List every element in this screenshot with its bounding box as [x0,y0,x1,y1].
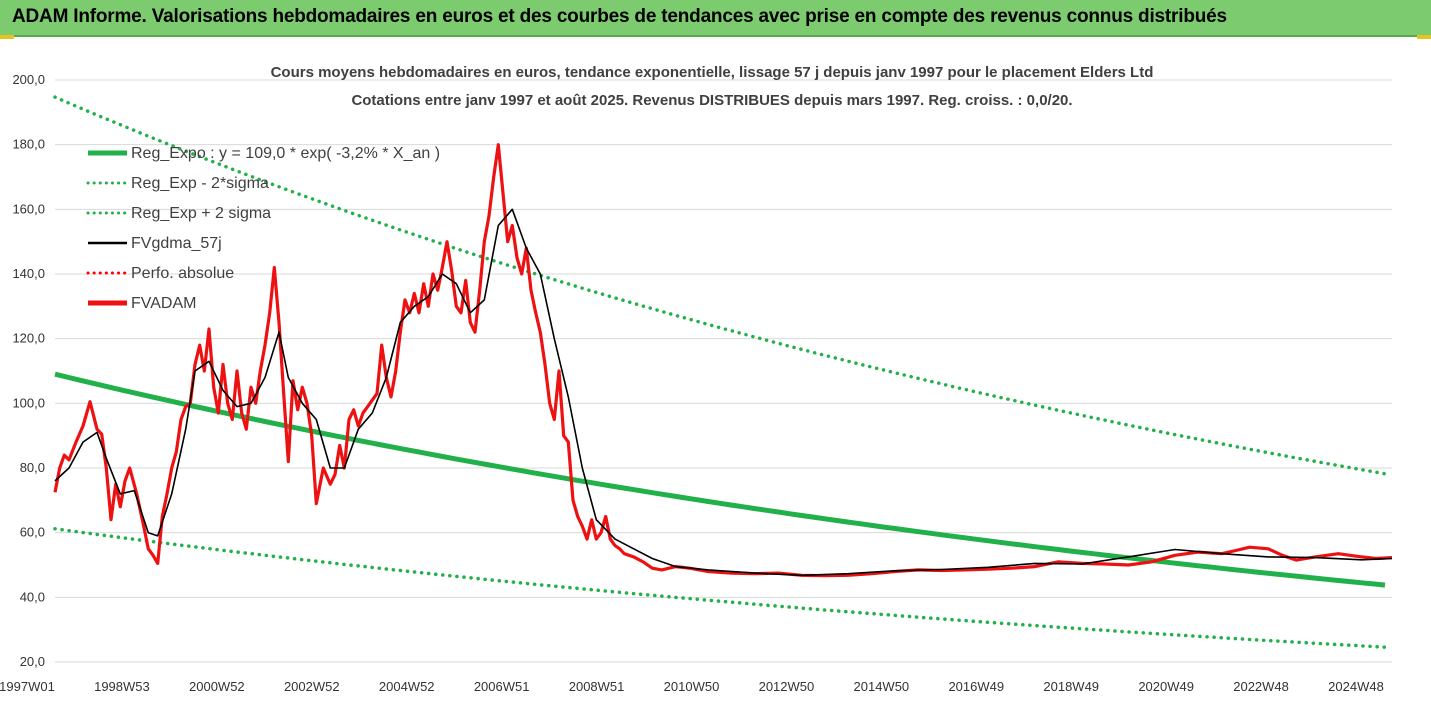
x-tick-label: 2004W52 [379,679,435,694]
x-tick-label: 2002W52 [284,679,340,694]
series-layer [53,95,1393,649]
banner-corner-left [0,35,14,39]
y-tick-label: 40,0 [20,589,45,604]
report-banner: ADAM Informe. Valorisations hebdomadaire… [0,0,1431,37]
legend-label-reg_expo: Reg_Expo : y = 109,0 * exp( -3,2% * X_an… [131,145,440,162]
legend-label-fvgdma: FVgdma_57j [131,235,222,252]
y-tick-label: 100,0 [12,395,45,410]
y-tick-label: 180,0 [12,137,45,152]
x-tick-label: 2016W49 [948,679,1004,694]
gridlines [55,79,1392,663]
x-tick-label: 2020W49 [1138,679,1194,694]
legend-label-perfo: Perfo. absolue [131,265,234,282]
reg-expo-line [54,371,1386,588]
x-axis: 1997W01 1998W53 2000W52 2002W52 2004W52 2006W… [0,679,1384,694]
legend-label-fvadam: FVADAM [131,295,196,312]
x-tick-label: 2006W51 [474,679,530,694]
x-tick-label: 1997W01 [0,679,55,694]
x-tick-label: 2018W49 [1043,679,1099,694]
banner-corner-right [1417,35,1431,39]
y-tick-label: 140,0 [12,266,45,281]
legend-label-reg_plus: Reg_Exp + 2 sigma [131,205,271,222]
reg-exp-plus-2sigma-line [53,95,1387,476]
x-tick-label: 2024W48 [1328,679,1384,694]
chart-title: Cours moyens hebdomadaires en euros, ten… [271,64,1154,81]
fvgdma-57j-line [54,208,1393,577]
y-tick-label: 120,0 [12,331,45,346]
y-tick-label: 200,0 [12,72,45,87]
reg-exp-minus-2sigma-line [53,527,1387,649]
report-title: ADAM Informe. Valorisations hebdomadaire… [12,6,1227,27]
x-tick-label: 2008W51 [569,679,625,694]
y-tick-label: 80,0 [20,460,45,475]
y-tick-label: 160,0 [12,201,45,216]
y-tick-label: 60,0 [20,525,45,540]
y-tick-label: 20,0 [20,654,45,669]
legend: Reg_Expo : y = 109,0 * exp( -3,2% * X_an… [86,145,440,312]
chart-subtitle: Cotations entre janv 1997 et août 2025. … [351,92,1072,109]
y-axis: 20,0 40,0 60,0 80,0 100,0 120,0 140,0 160,0 180,… [12,72,45,669]
x-tick-label: 2014W50 [854,679,910,694]
x-tick-label: 2012W50 [759,679,815,694]
legend-label-reg_minus: Reg_Exp - 2*sigma [131,175,269,192]
x-tick-label: 2010W50 [664,679,720,694]
x-tick-label: 2022W48 [1233,679,1289,694]
x-tick-label: 2000W52 [189,679,245,694]
trend-chart: 20,0 40,0 60,0 80,0 100,0 120,0 140,0 160,0 180,… [0,64,1393,694]
x-tick-label: 1998W53 [94,679,150,694]
